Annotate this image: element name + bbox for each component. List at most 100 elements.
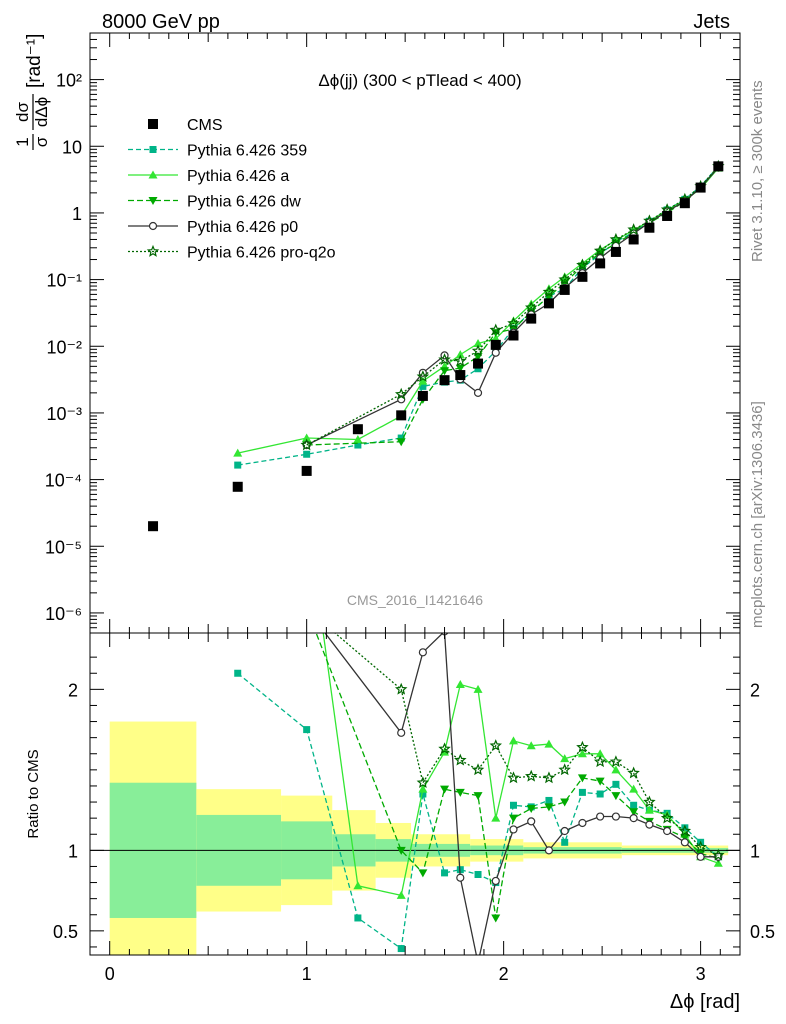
ratio-point-pythia-6-426-a-10 xyxy=(508,736,518,745)
legend-marker-4 xyxy=(148,221,158,231)
ratio-tick-label-left-1: 1 xyxy=(68,841,78,861)
ratio-point-pythia-6-426-pro-q2o-18 xyxy=(643,795,656,808)
cms-point-14 xyxy=(577,271,588,282)
main-point-pythia-6-426-p0-8 xyxy=(473,388,483,397)
ratio-point-pythia-6-426-a-12 xyxy=(544,739,554,748)
ratio-point-pythia-6-426-p0-21 xyxy=(696,852,705,861)
ratio-point-pythia-6-426-pro-q2o-21 xyxy=(694,840,707,853)
cms-point-13 xyxy=(559,284,570,295)
main-point-pythia-6-426-pro-q2o-12 xyxy=(542,285,556,298)
y-tick-label-6: 1 xyxy=(72,204,82,224)
legend-label-3: Pythia 6.426 dw xyxy=(187,194,301,211)
x-tick-label-1: 1 xyxy=(302,964,312,984)
ratio-panel-frame xyxy=(89,632,741,956)
main-point-pythia-6-426-pro-q2o-15 xyxy=(593,244,607,257)
cms-point-19 xyxy=(662,210,673,221)
cms-point-11 xyxy=(526,313,537,324)
ratio-point-pythia-6-426-p0-7 xyxy=(456,873,465,882)
main-point-pythia-6-426-pro-q2o-10 xyxy=(507,316,520,329)
main-point-pythia-6-426-dw-14 xyxy=(577,262,587,271)
ratio-point-pythia-6-426-p0-17 xyxy=(629,814,638,823)
main-point-pythia-6-426-pro-q2o-6 xyxy=(438,353,451,365)
watermark: CMS_2016_I1421646 xyxy=(347,592,483,608)
ratio-y-axis-label: Ratio to CMS xyxy=(25,749,42,838)
y-tick-label-5: 10⁻¹ xyxy=(46,271,82,291)
main-y-axis-label: 1 σ dσ dΔϕ [rad⁻¹] xyxy=(13,34,51,150)
main-line-pythia-6-426-pro-q2o xyxy=(306,165,719,446)
ratio-point-pythia-6-426-dw-15 xyxy=(595,777,605,786)
ratio-point-pythia-6-426-pro-q2o-7 xyxy=(454,753,467,766)
ratio-point-pythia-6-426-pro-q2o-20 xyxy=(678,824,692,837)
ylabel-unit: [rad⁻¹] xyxy=(24,34,45,88)
ratio-point-pythia-6-426-p0-20 xyxy=(680,838,689,847)
cms-point-12 xyxy=(543,298,554,309)
ratio-point-pythia-6-426-359-8 xyxy=(474,871,482,878)
legend-label-0: CMS xyxy=(187,117,223,134)
cms-point-5 xyxy=(417,390,428,401)
ratio-point-pythia-6-426-pro-q2o-11 xyxy=(524,769,538,782)
ratio-point-pythia-6-426-pro-q2o-15 xyxy=(593,755,607,768)
cms-point-21 xyxy=(695,182,706,193)
ratio-point-pythia-6-426-p0-11 xyxy=(527,817,536,826)
ratio-point-pythia-6-426-359-3 xyxy=(354,914,362,922)
cms-point-7 xyxy=(455,370,466,381)
ratio-point-pythia-6-426-dw-6 xyxy=(440,785,450,794)
rivet-label: Rivet 3.1.10, ≥ 300k events xyxy=(749,80,766,262)
main-line-pythia-6-426-p0 xyxy=(306,167,719,446)
ratio-point-pythia-6-426-p0-19 xyxy=(663,826,672,836)
main-point-pythia-6-426-pro-q2o-14 xyxy=(576,258,589,271)
legend: CMS Pythia 6.426 359 Pythia 6.426 a Pythia … xyxy=(128,117,336,262)
ratio-point-pythia-6-426-359-12 xyxy=(545,796,553,804)
main-line-pythia-6-426-359 xyxy=(237,165,719,466)
main-point-pythia-6-426-a-3 xyxy=(353,434,363,443)
ratio-point-pythia-6-426-a-15 xyxy=(595,749,605,758)
ratio-point-pythia-6-426-a-5 xyxy=(418,784,428,793)
ratio-point-pythia-6-426-a-16 xyxy=(611,765,621,774)
cms-point-18 xyxy=(644,222,655,233)
ratio-point-pythia-6-426-dw-20 xyxy=(680,833,690,842)
ratio-point-pythia-6-426-dw-4 xyxy=(396,846,406,855)
header-right: Jets xyxy=(693,11,730,33)
ratio-point-pythia-6-426-pro-q2o-9 xyxy=(489,739,502,752)
legend-marker-2 xyxy=(148,170,158,179)
cms-point-0 xyxy=(148,521,159,532)
main-point-pythia-6-426-pro-q2o-13 xyxy=(558,273,571,285)
main-point-pythia-6-426-359-3 xyxy=(354,441,362,449)
ratio-point-pythia-6-426-p0-8 xyxy=(475,960,482,967)
ratio-line-pythia-6-426-pro-q2o xyxy=(333,633,719,856)
ratio-point-pythia-6-426-pro-q2o-16 xyxy=(609,755,623,768)
ratio-point-pythia-6-426-pro-q2o-19 xyxy=(660,811,674,824)
main-point-pythia-6-426-359-4 xyxy=(397,434,405,442)
ratio-point-pythia-6-426-a-2 xyxy=(302,508,311,516)
mcplots-label: mcplots.cern.ch [arXiv:1306.3436] xyxy=(749,401,766,628)
ratio-point-pythia-6-426-a-9 xyxy=(491,813,501,822)
x-tick-label-0: 0 xyxy=(105,964,115,984)
main-line-pythia-6-426-a xyxy=(237,167,719,454)
ratio-point-pythia-6-426-a-14 xyxy=(577,749,587,758)
header-left: 8000 GeV pp xyxy=(102,11,220,33)
ratio-point-pythia-6-426-dw-16 xyxy=(611,792,621,801)
cms-point-17 xyxy=(628,234,639,245)
cms-point-2 xyxy=(301,465,312,476)
ratio-point-pythia-6-426-dw-17 xyxy=(629,808,639,817)
cms-point-20 xyxy=(679,198,690,209)
main-panel-series xyxy=(148,159,725,532)
ratio-point-pythia-6-426-pro-q2o-12 xyxy=(542,771,556,784)
ratio-point-pythia-6-426-pro-q2o-4 xyxy=(394,682,408,695)
ratio-point-pythia-6-426-a-3 xyxy=(353,881,363,890)
legend-label-5: Pythia 6.426 pro-q2o xyxy=(187,245,336,262)
ratio-point-pythia-6-426-359-2 xyxy=(303,726,311,734)
main-point-pythia-6-426-359-5 xyxy=(419,382,427,390)
ratio-point-pythia-6-426-p0-12 xyxy=(544,846,554,855)
ylabel-denominator: σ xyxy=(32,136,51,147)
ratio-point-pythia-6-426-pro-q2o-5 xyxy=(416,776,430,789)
ratio-point-pythia-6-426-359-13 xyxy=(561,838,569,846)
main-point-pythia-6-426-a-5 xyxy=(418,376,428,385)
ratio-point-pythia-6-426-359-4 xyxy=(397,945,405,953)
ratio-point-pythia-6-426-dw-13 xyxy=(560,798,570,807)
ratio-tick-label-right-2: 2 xyxy=(750,680,760,700)
ratio-point-pythia-6-426-359-20 xyxy=(681,824,689,832)
ratio-point-pythia-6-426-dw-5 xyxy=(418,869,428,878)
cms-point-6 xyxy=(439,375,450,386)
